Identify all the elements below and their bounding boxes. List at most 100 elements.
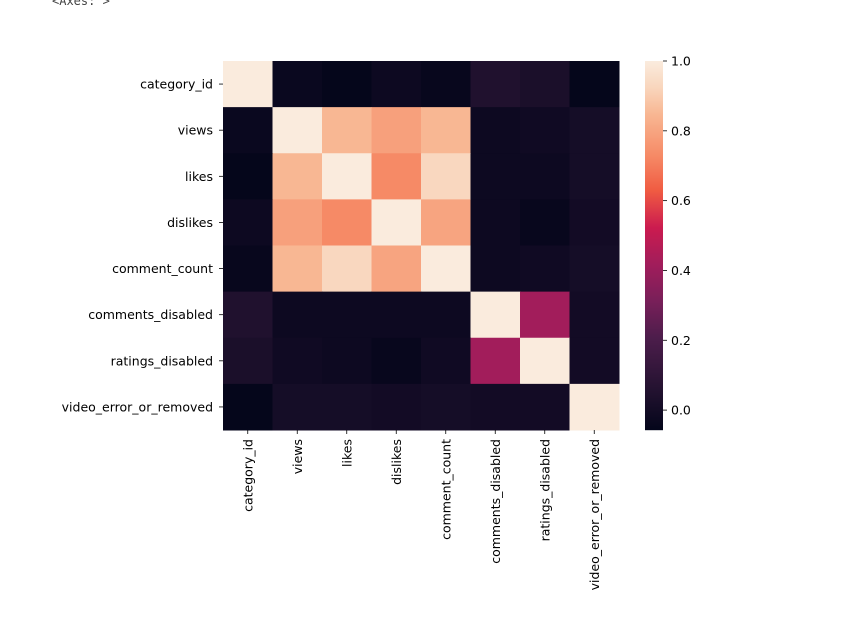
colorbar-segment xyxy=(645,250,663,252)
heatmap-cell xyxy=(569,61,620,108)
colorbar-segment xyxy=(645,67,663,69)
colorbar-segment xyxy=(645,297,663,299)
colorbar-segment xyxy=(645,205,663,207)
colorbar-segment xyxy=(645,240,663,242)
colorbar-segment xyxy=(645,103,663,105)
colorbar-segment xyxy=(645,79,663,81)
colorbar-segment xyxy=(645,187,663,189)
colorbar-segment xyxy=(645,292,663,294)
colorbar-segment xyxy=(645,374,663,376)
colorbar-segment xyxy=(645,239,663,241)
colorbar-segment xyxy=(645,214,663,216)
colorbar-segment xyxy=(645,355,663,357)
col-label: category_id xyxy=(240,439,255,512)
colorbar-segment xyxy=(645,195,663,197)
colorbar-segment xyxy=(645,233,663,235)
heatmap-cell xyxy=(272,107,323,154)
colorbar-segment xyxy=(645,421,663,423)
colorbar-segment xyxy=(645,412,663,414)
colorbar-segment xyxy=(645,326,663,328)
heatmap-cell xyxy=(322,245,372,293)
colorbar-segment xyxy=(645,268,663,270)
colorbar-segment xyxy=(645,357,663,359)
colorbar-segment xyxy=(645,284,663,286)
colorbar-segment xyxy=(645,327,663,329)
colorbar-segment xyxy=(645,94,663,96)
heatmap-cell xyxy=(470,337,521,385)
colorbar-segment xyxy=(645,418,663,420)
colorbar-segment xyxy=(645,390,663,392)
heatmap-cell xyxy=(322,337,372,385)
colorbar-segment xyxy=(645,269,663,271)
colorbar-segment xyxy=(645,137,663,139)
colorbar-segment xyxy=(645,356,663,358)
colorbar-segment xyxy=(645,160,663,162)
colorbar-segment xyxy=(645,415,663,417)
colorbar-segment xyxy=(645,217,663,219)
colorbar-segment xyxy=(645,348,663,350)
colorbar-segment xyxy=(645,100,663,102)
colorbar-segment xyxy=(645,302,663,304)
colorbar-segment xyxy=(645,387,663,389)
heatmap-cell xyxy=(322,107,372,154)
colorbar-segment xyxy=(645,253,663,255)
colorbar-segment xyxy=(645,80,663,82)
colorbar-segment xyxy=(645,115,663,117)
colorbar-segment xyxy=(645,368,663,370)
heatmap-cell xyxy=(421,61,471,108)
heatmap-cell xyxy=(520,107,570,154)
colorbar-segment xyxy=(645,92,663,94)
colorbar-segment xyxy=(645,219,663,221)
colorbar-segment xyxy=(645,364,663,366)
colorbar-segment xyxy=(645,376,663,378)
colorbar-segment xyxy=(645,363,663,365)
colorbar-segment xyxy=(645,203,663,205)
heatmap-cell xyxy=(371,199,422,246)
colorbar-segment xyxy=(645,317,663,319)
colorbar-segment xyxy=(645,319,663,321)
row-label: likes xyxy=(185,169,213,184)
colorbar-segment xyxy=(645,278,663,280)
heatmap-cell xyxy=(470,153,521,200)
colorbar-segment xyxy=(645,140,663,142)
colorbar-segment xyxy=(645,161,663,163)
colorbar-segment xyxy=(645,177,663,179)
colorbar-segment xyxy=(645,97,663,99)
heatmap-cell xyxy=(322,291,372,339)
colorbar-segment xyxy=(645,243,663,245)
colorbar-segment xyxy=(645,404,663,406)
colorbar-segment xyxy=(645,86,663,88)
colorbar-segment xyxy=(645,108,663,110)
heatmap-cell xyxy=(421,383,471,431)
colorbar-segment xyxy=(645,241,663,243)
heatmap-cell xyxy=(569,337,620,385)
colorbar-segment xyxy=(645,162,663,164)
colorbar-segment xyxy=(645,406,663,408)
colorbar-segment xyxy=(645,91,663,93)
colorbar-segment xyxy=(645,251,663,253)
colorbar-segment xyxy=(645,124,663,126)
colorbar-segment xyxy=(645,282,663,284)
col-label: comments_disabled xyxy=(488,439,503,564)
colorbar-segment xyxy=(645,238,663,240)
heatmap-cell xyxy=(520,153,570,200)
colorbar-segment xyxy=(645,304,663,306)
colorbar-segment xyxy=(645,229,663,231)
colorbar-segment xyxy=(645,237,663,239)
colorbar-segment xyxy=(645,322,663,324)
row-label: video_error_or_removed xyxy=(62,399,213,414)
colorbar-segment xyxy=(645,235,663,237)
colorbar-segment xyxy=(645,335,663,337)
colorbar-segment xyxy=(645,159,663,161)
colorbar-segment xyxy=(645,208,663,210)
colorbar-segment xyxy=(645,389,663,391)
colorbar-segment xyxy=(645,360,663,362)
colorbar-segment xyxy=(645,323,663,325)
colorbar-segment xyxy=(645,138,663,140)
colorbar-segment xyxy=(645,130,663,132)
colorbar-segment xyxy=(645,330,663,332)
heatmap-cell xyxy=(470,107,521,154)
colorbar-segment xyxy=(645,318,663,320)
heatmap-cell xyxy=(470,245,521,293)
colorbar-segment xyxy=(645,131,663,133)
